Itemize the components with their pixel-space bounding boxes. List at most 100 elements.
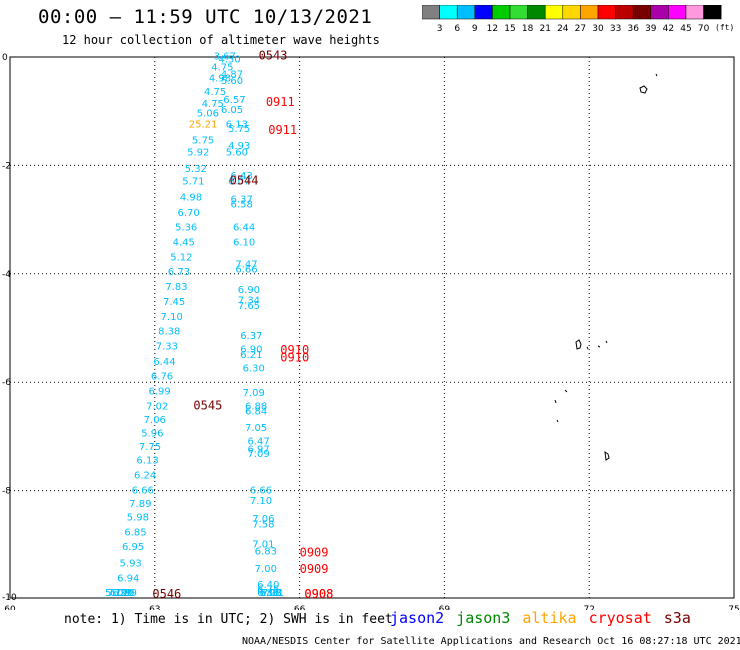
island-outline [554,399,557,404]
lon-tick-label: 60 [4,605,16,610]
wave-height-map: 60 63 66 69 72 750-2-4-6-8-10 3.674.504.754.8… [2,49,740,610]
wave-height-value: 7.83 [165,282,187,293]
wave-height-value: 7.05 [245,423,267,434]
colorbar-label: 15 [504,24,515,34]
wave-height-value: 6.90 [240,344,262,355]
island-outline [655,73,658,77]
wave-height-value: 5.06 [197,109,219,120]
legend-cryosat: cryosat [588,609,652,627]
wave-height-value: 7.10 [250,496,272,507]
wave-height-value: 6.29 [112,588,134,599]
wave-height-value: 4.87 [221,70,243,81]
wave-height-value: 7.47 [235,259,257,270]
pass-time-label: 0544 [230,173,259,187]
wave-height-value: 6.84 [245,407,267,418]
wave-height-value: 6.97 [247,445,269,456]
wave-height-value: 6.13 [136,456,158,467]
wave-height-value: 7.03 [107,588,129,599]
wave-height-value: 4.45 [173,238,195,249]
wave-height-value: 5.92 [187,148,209,159]
island-outline [556,419,559,423]
wave-height-value: 5.36 [175,222,197,233]
island-outline [639,85,648,94]
wave-height-value: 5.96 [141,428,163,439]
lon-tick-label: 75 [728,605,739,610]
wave-height-value: 6.85 [124,528,146,539]
footer-credit: NOAA/NESDIS Center for Satellite Applica… [242,636,740,647]
lat-tick-label: -2 [2,161,11,171]
wave-height-value: 7.02 [146,401,168,412]
wave-height-value: 3.67 [214,52,236,63]
pass-time-label: 0910 [280,343,309,357]
wave-height-value: 7.58 [252,519,274,530]
satellite-legend: jason2 jason3 altika cryosat s3a [390,609,703,627]
lat-tick-label: -4 [2,270,11,280]
colorbar-swatch [703,5,722,20]
wave-height-value: 6.44 [233,222,255,233]
wave-height-value: 7.99 [115,588,137,599]
colorbar: 3 6 9 12 15 18 21 24 27 30 33 36 39 42 45 70 [422,5,722,34]
pass-time-label: 0911 [268,123,297,137]
pass-time-label: 0546 [152,587,181,601]
island-outline [564,389,568,393]
wave-height-value: 5.12 [170,252,192,263]
wave-height-value: 6.88 [245,401,267,412]
wave-height-value: 6.93 [260,588,282,599]
wave-height-value: 6.47 [247,437,269,448]
lat-tick-label: -8 [2,487,11,497]
wave-height-value: 6.30 [243,363,265,374]
colorbar-label: 6 [454,24,460,34]
wave-height-value: 6.37 [231,194,253,205]
wave-height-value: 6.76 [151,371,173,382]
wave-height-value: 7.45 [163,297,185,308]
pass-time-label: 0911 [266,95,295,109]
wave-height-value: 6.94 [117,574,139,585]
map-grid [10,57,734,598]
wave-height-value: 6.99 [148,387,170,398]
legend-altika: altika [522,609,577,627]
wave-height-value: 7.65 [238,301,260,312]
wave-height-value: 5.19 [105,588,127,599]
observation-layer: 3.674.504.754.874.985.604.756.574.756.05… [105,52,284,599]
wave-height-value: 6.95 [122,542,144,553]
wave-height-value: 6.57 [223,95,245,106]
pass-time-label: 0910 [280,351,309,365]
colorbar-label: 45 [680,24,691,34]
wave-height-value: 6.40 [257,580,279,591]
wave-height-value: 5.75 [192,136,214,147]
wave-height-value: 6.13 [226,119,248,130]
pass-time-label: 0909 [300,562,329,576]
page-title: 00:00 – 11:59 UTC 10/13/2021 [38,6,373,28]
wave-height-value: 5.60 [226,148,248,159]
island-outline [604,450,610,461]
island-outline [575,339,582,350]
lon-tick-label: 72 [583,605,594,610]
wave-height-value: 5.98 [127,512,149,523]
legend-jason2: jason2 [390,609,445,627]
wave-height-value: 5.32 [185,164,207,175]
colorbar-label: 70 [698,24,710,34]
wave-height-value: 6.90 [238,285,260,296]
wave-height-value: 6.58 [231,200,253,211]
wave-height-value: 6.44 [153,357,175,368]
wave-height-value: 7.33 [156,342,178,353]
wave-height-value: 7.10 [161,312,183,323]
pass-time-label: 0908 [304,587,333,601]
island-outline [586,346,589,350]
lat-tick-label: 0 [2,53,8,63]
pass-time-label: 0545 [193,398,222,412]
wave-height-value: 6.07 [228,176,250,187]
pass-time-label: 0908 [304,587,333,601]
wave-height-value: 6.73 [168,267,190,278]
wave-height-value: 7.34 [238,296,260,307]
wave-height-value: 6.83 [255,547,277,558]
wave-height-value: 4.98 [209,73,231,84]
colorbar-label: 21 [539,24,550,34]
wave-height-value: 6.21 [240,350,262,361]
legend-jason3: jason3 [456,609,511,627]
lat-tick-label: -6 [2,378,11,388]
wave-height-value: 6.75 [257,584,279,595]
wave-height-value: 6.43 [231,171,253,182]
wave-height-value: 4.50 [218,54,240,65]
